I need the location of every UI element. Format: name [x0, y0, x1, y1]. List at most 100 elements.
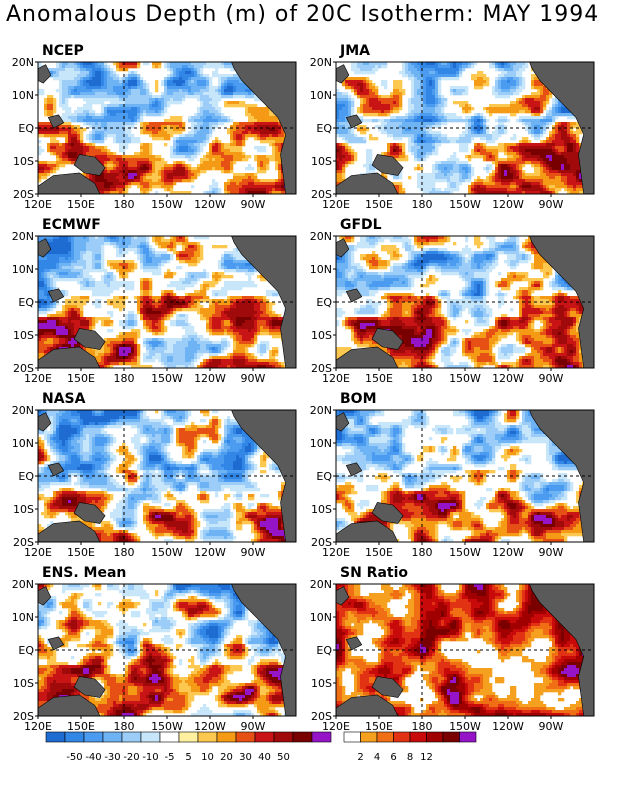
lat-tick-label: 20N — [12, 56, 34, 69]
lon-tick-label: 120E — [24, 720, 52, 733]
lon-tick-label: 180 — [113, 198, 134, 211]
lat-tick-label: 10S — [311, 155, 332, 168]
colorbar-label: 4 — [374, 752, 380, 763]
lon-tick-label: 120E — [322, 198, 350, 211]
field-layer — [38, 236, 297, 369]
lon-tick-label: 150W — [151, 546, 183, 559]
lon-tick-label: 120W — [492, 198, 524, 211]
lon-tick-label: 120E — [24, 546, 52, 559]
lon-tick-label: 90W — [539, 720, 564, 733]
lat-tick-label: 10S — [13, 155, 34, 168]
colorbar-label: 40 — [258, 752, 271, 763]
lon-tick-label: 150E — [365, 198, 393, 211]
lat-tick-label: 10N — [310, 437, 332, 450]
colorbar-label: 2 — [357, 752, 363, 763]
panel-title: BOM — [340, 391, 377, 407]
lon-tick-label: 150W — [449, 372, 481, 385]
land-mass — [345, 636, 363, 651]
lon-tick-label: 120E — [24, 198, 52, 211]
lat-tick-label: 10S — [13, 329, 34, 342]
land-mass — [73, 154, 106, 176]
colorbar-swatch — [45, 731, 66, 743]
land-mass — [371, 328, 404, 350]
colorbar-swatch — [442, 731, 460, 743]
lon-tick-label: 90W — [241, 546, 266, 559]
lon-tick-label: 120W — [194, 720, 226, 733]
land-mass — [345, 462, 363, 477]
colorbar-label: 12 — [420, 752, 433, 763]
colorbar-swatch — [273, 731, 294, 743]
lat-tick-label: 20N — [310, 230, 332, 243]
lat-tick-label: EQ — [316, 470, 332, 483]
colorbar-swatch — [376, 731, 394, 743]
lon-tick-label: 150W — [151, 372, 183, 385]
colorbar-swatch — [197, 731, 218, 743]
lat-tick-label: 10N — [12, 437, 34, 450]
colorbar-label: 30 — [239, 752, 252, 763]
map-panel: 20N 10N EQ 10S 20S 120E 150E 180 150W 120W 90W NCEP — [0, 42, 310, 220]
anomaly-colorbar: -50 -40 -30 -20 -10 -5 5 10 20 30 40 50 — [45, 731, 332, 763]
map-panel: 20N 10N EQ 10S 20S 120E 150E 180 150W 120W 90W NASA — [0, 390, 310, 568]
lat-tick-label: 20S — [13, 710, 34, 723]
lat-tick-label: EQ — [18, 122, 34, 135]
colorbar-swatch — [64, 731, 85, 743]
field-layer — [38, 584, 297, 717]
lon-tick-label: 150W — [449, 720, 481, 733]
land-mass — [345, 288, 363, 303]
colorbar-label: 10 — [201, 752, 214, 763]
lat-tick-label: 20S — [311, 362, 332, 375]
colorbar-swatch — [216, 731, 237, 743]
land-mass — [47, 114, 65, 129]
lon-tick-label: 150E — [365, 546, 393, 559]
lon-tick-label: 120W — [194, 198, 226, 211]
map-panel: 20N 10N EQ 10S 20S 120E 150E 180 150W 120W 90W ENS.… — [0, 564, 310, 742]
panel-title: ENS. Mean — [42, 565, 126, 581]
lat-tick-label: 20S — [311, 188, 332, 201]
map-panel: 20N 10N EQ 10S 20S 120E 150E 180 150W 120W 90W ECMW… — [0, 216, 310, 394]
colorbar-swatch — [343, 731, 361, 743]
lon-tick-label: 150W — [151, 198, 183, 211]
colorbar-swatch — [235, 731, 256, 743]
colorbar-label: -40 — [85, 752, 101, 763]
lat-tick-label: 20N — [310, 404, 332, 417]
lon-tick-label: 90W — [539, 546, 564, 559]
land-mass — [47, 288, 65, 303]
lon-tick-label: 90W — [241, 198, 266, 211]
lon-tick-label: 150E — [365, 720, 393, 733]
colorbar-swatch — [83, 731, 104, 743]
lat-tick-label: 10N — [12, 89, 34, 102]
panel-title: GFDL — [340, 217, 382, 233]
page-title: Anomalous Depth (m) of 20C Isotherm: MAY… — [6, 2, 612, 27]
lat-tick-label: 20N — [12, 404, 34, 417]
lon-tick-label: 90W — [241, 720, 266, 733]
colorbar-swatch — [121, 731, 142, 743]
field-layer — [336, 584, 595, 717]
lat-tick-label: 20S — [13, 536, 34, 549]
lat-tick-label: EQ — [316, 296, 332, 309]
lat-tick-label: EQ — [18, 470, 34, 483]
colorbar-swatch — [360, 731, 378, 743]
land-mass — [47, 636, 65, 651]
lon-tick-label: 180 — [411, 198, 432, 211]
lon-tick-label: 90W — [539, 372, 564, 385]
panel-title: NASA — [42, 391, 85, 407]
lat-tick-label: 10N — [12, 611, 34, 624]
land-mass — [47, 462, 65, 477]
map-panel: 20N 10N EQ 10S 20S 120E 150E 180 150W 120W 90W JMA — [298, 42, 608, 220]
lon-tick-label: 150E — [67, 198, 95, 211]
lat-tick-label: EQ — [18, 296, 34, 309]
land-mass — [345, 114, 363, 129]
lon-tick-label: 120W — [492, 720, 524, 733]
lon-tick-label: 150W — [449, 198, 481, 211]
lon-tick-label: 120E — [322, 546, 350, 559]
lat-tick-label: 10S — [13, 503, 34, 516]
lon-tick-label: 150E — [67, 720, 95, 733]
lat-tick-label: 10S — [311, 677, 332, 690]
lat-tick-label: 20N — [12, 578, 34, 591]
lat-tick-label: 20S — [311, 710, 332, 723]
